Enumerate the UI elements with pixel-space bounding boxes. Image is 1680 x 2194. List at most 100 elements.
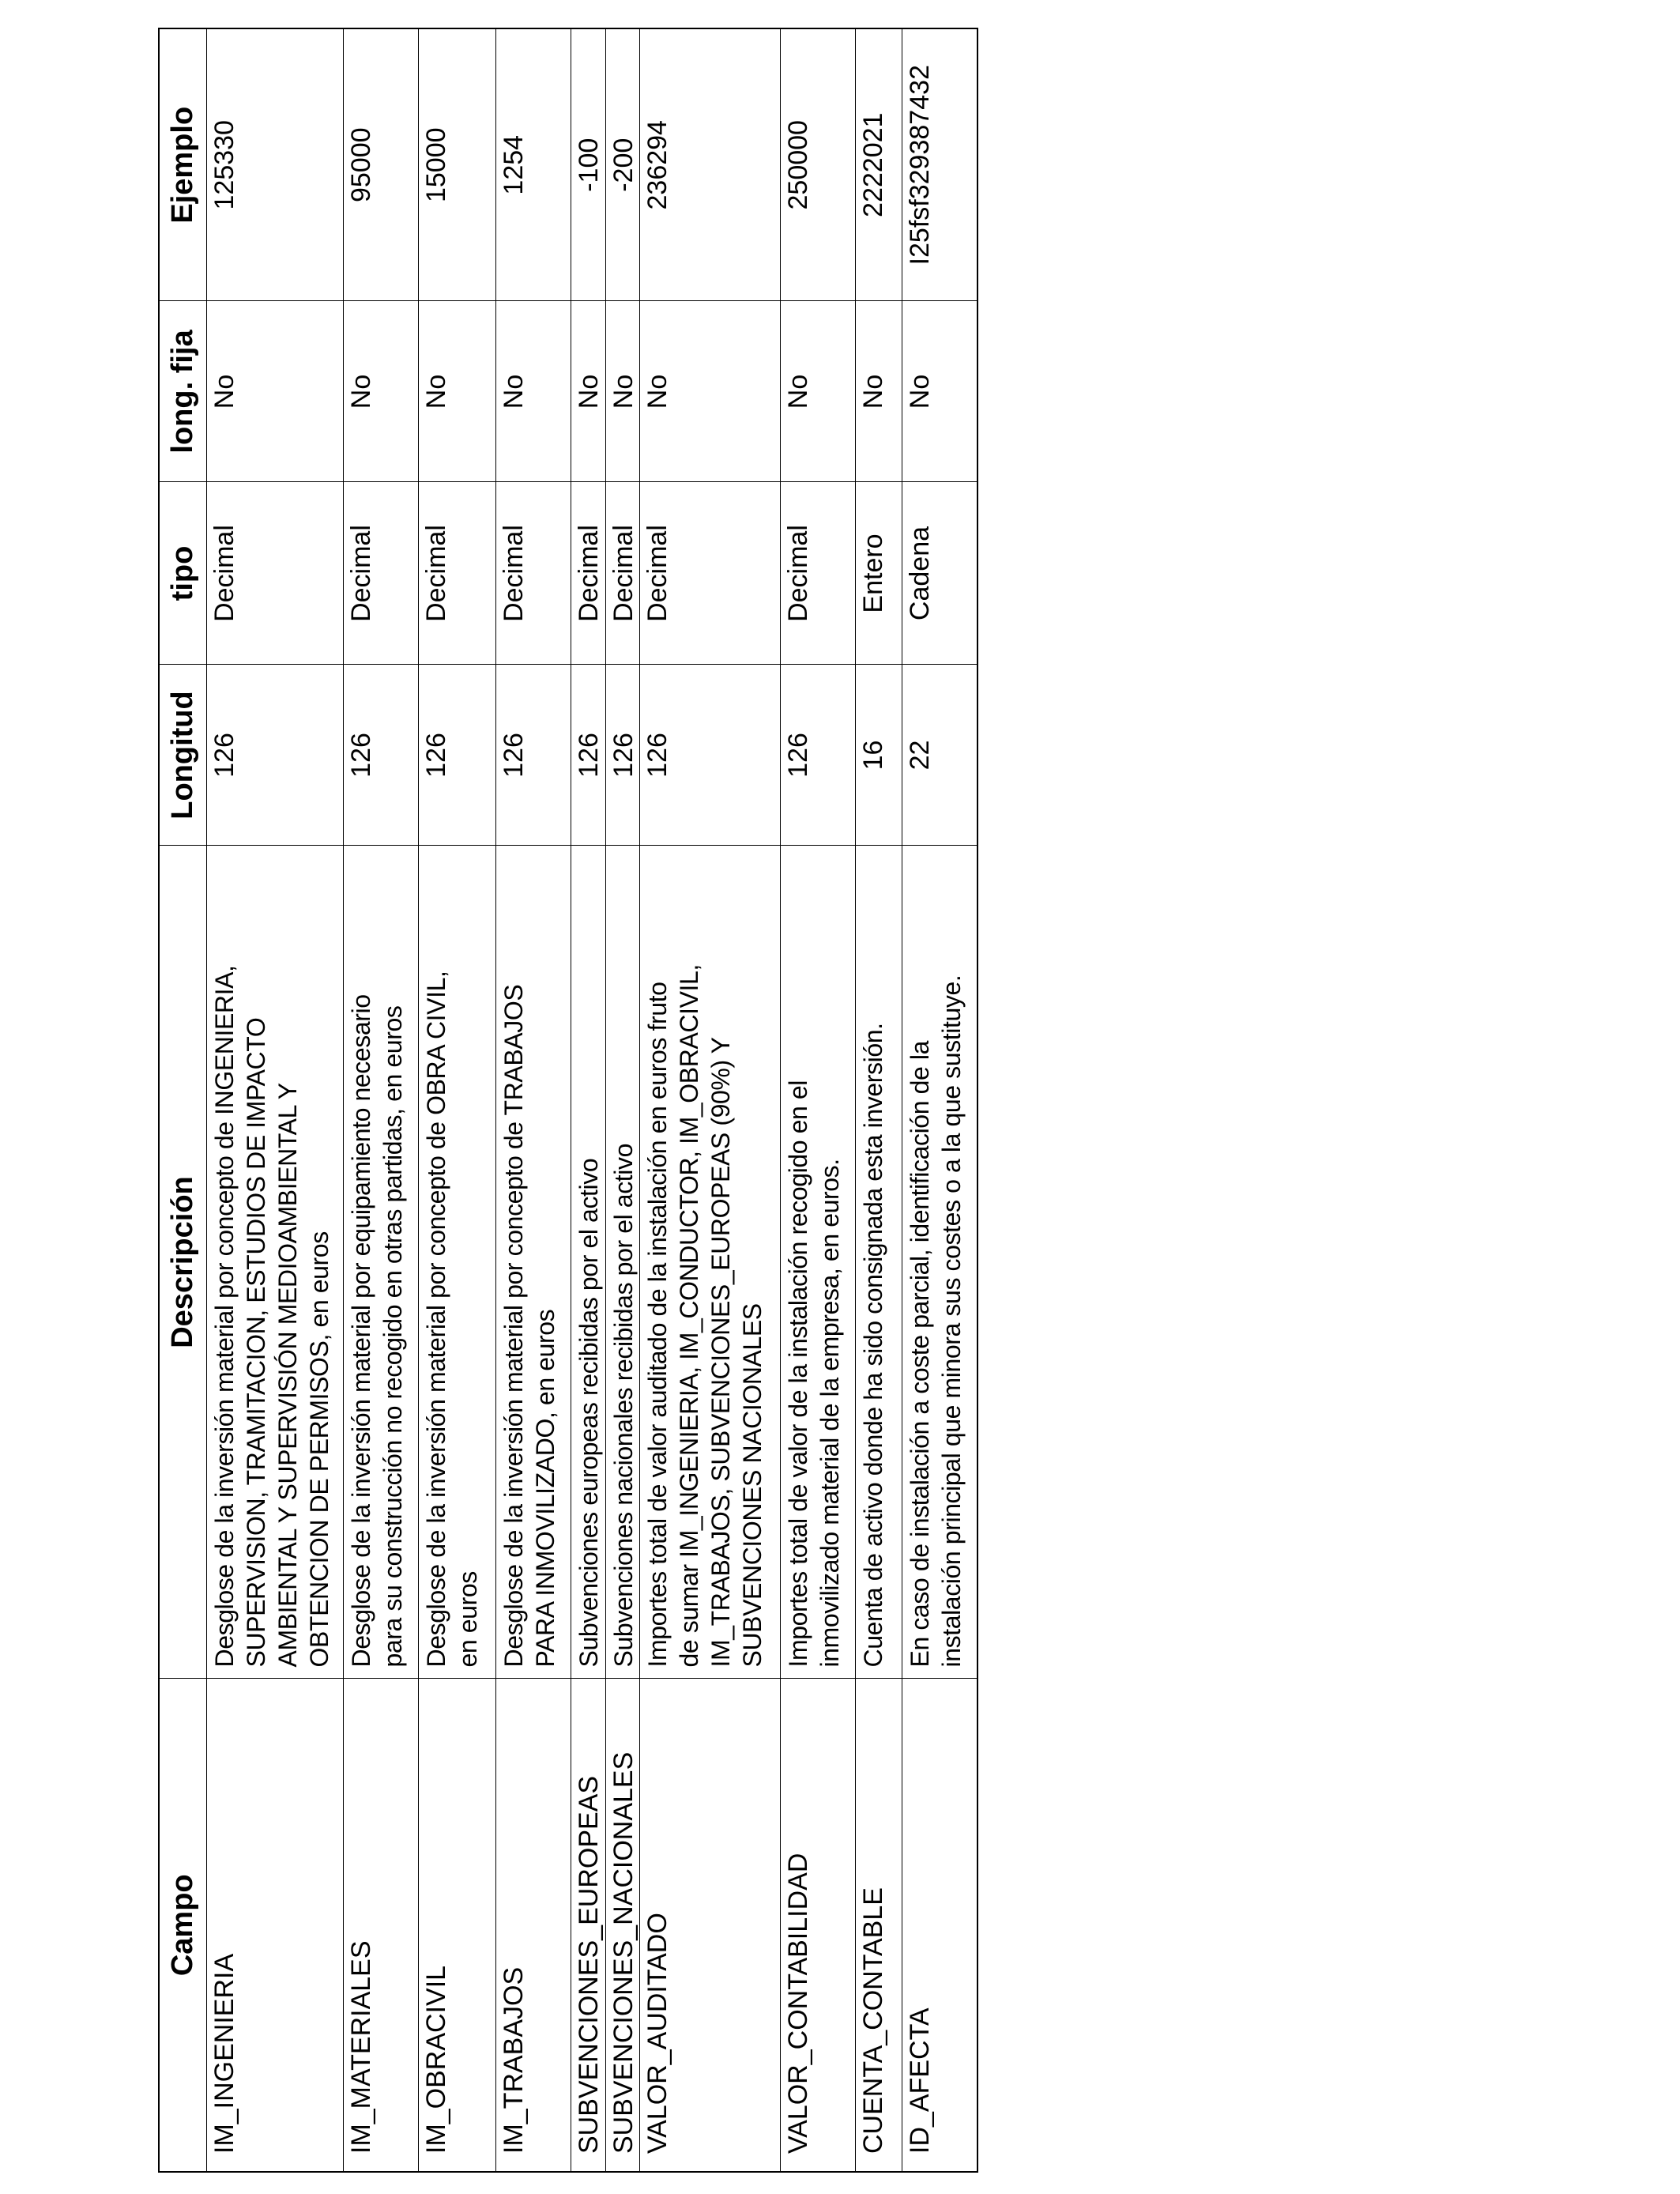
table-row: VALOR_AUDITADO Importes total de valor au… — [639, 28, 781, 2172]
cell-ejemplo: 15000 — [418, 28, 496, 301]
description-line: Desglose de la inversión material por co… — [422, 971, 450, 1668]
table-row: ID_AFECTA En caso de instalación a coste … — [902, 28, 977, 2172]
cell-campo: IM_INGENIERIA — [206, 1679, 344, 2172]
cell-campo: VALOR_AUDITADO — [639, 1679, 781, 2172]
header-row: Campo Descripción Longitud tipo long. fi… — [159, 28, 207, 2172]
cell-tipo: Decimal — [605, 482, 640, 665]
cell-ejemplo: -200 — [605, 28, 640, 301]
cell-longitud: 126 — [418, 665, 496, 846]
table-row: SUBVENCIONES_NACIONALES Subvenciones naci… — [605, 28, 640, 2172]
description-line: inmovilizado material de la empresa, en … — [816, 1159, 844, 1668]
cell-ejemplo: 1254 — [495, 28, 571, 301]
header-ejemplo: Ejemplo — [159, 28, 207, 301]
cell-descripcion: Desglose de la inversión material por co… — [206, 846, 344, 1679]
cell-ejemplo: I25fsf329387432 — [902, 28, 977, 301]
cell-long-fija: No — [343, 301, 419, 482]
cell-ejemplo: 250000 — [780, 28, 856, 301]
cell-tipo: Decimal — [639, 482, 781, 665]
table-row: IM_INGENIERIA Desglose de la inversión ma… — [206, 28, 344, 2172]
table-row: IM_TRABAJOS Desglose de la inversión mate… — [495, 28, 571, 2172]
cell-long-fija: No — [418, 301, 496, 482]
cell-long-fija: No — [605, 301, 640, 482]
cell-tipo: Cadena — [902, 482, 977, 665]
description-line: Importes total de valor auditado de la i… — [643, 982, 672, 1668]
description-line: Desglose de la inversión material por co… — [210, 965, 239, 1668]
cell-tipo: Entero — [855, 482, 902, 665]
cell-descripcion: Subvenciones europeas recibidas por el a… — [571, 846, 606, 1679]
cell-campo: SUBVENCIONES_NACIONALES — [605, 1679, 640, 2172]
cell-longitud: 126 — [605, 665, 640, 846]
cell-longitud: 126 — [780, 665, 856, 846]
cell-ejemplo: 2222021 — [855, 28, 902, 301]
description-line: SUBVENCIONES NACIONALES — [738, 1303, 767, 1668]
cell-longitud: 126 — [343, 665, 419, 846]
cell-longitud: 126 — [206, 665, 344, 846]
cell-descripcion: Cuenta de activo donde ha sido consignad… — [855, 846, 902, 1679]
cell-ejemplo: -100 — [571, 28, 606, 301]
cell-tipo: Decimal — [343, 482, 419, 665]
table-row: VALOR_CONTABILIDAD Importes total de valo… — [780, 28, 856, 2172]
description-line: IM_TRABAJOS, SUBVENCIONES_EUROPEAS (90%)… — [706, 1037, 735, 1668]
cell-descripcion: En caso de instalación a coste parcial, … — [902, 846, 977, 1679]
cell-long-fija: No — [571, 301, 606, 482]
description-line: Desglose de la inversión material por eq… — [347, 994, 375, 1668]
cell-campo: ID_AFECTA — [902, 1679, 977, 2172]
header-long-fija: long. fija — [159, 301, 207, 482]
cell-longitud: 126 — [639, 665, 781, 846]
fields-table: Campo Descripción Longitud tipo long. fi… — [158, 28, 978, 2173]
description-line: Subvenciones nacionales recibidas por el… — [609, 1144, 638, 1668]
description-line: Cuenta de activo donde ha sido consignad… — [859, 1023, 887, 1668]
header-descripcion: Descripción — [159, 846, 207, 1679]
cell-long-fija: No — [495, 301, 571, 482]
cell-ejemplo: 95000 — [343, 28, 419, 301]
description-line: en euros — [454, 1571, 482, 1668]
description-line: PARA INMOVILIZADO, en euros — [531, 1309, 559, 1668]
description-line: OBTENCION DE PERMISOS, en euros — [305, 1231, 333, 1668]
cell-longitud: 16 — [855, 665, 902, 846]
cell-campo: CUENTA_CONTABLE — [855, 1679, 902, 2172]
table-row: SUBVENCIONES_EUROPEAS Subvenciones europe… — [571, 28, 606, 2172]
table-row: IM_MATERIALES Desglose de la inversión ma… — [343, 28, 419, 2172]
description-line: Desglose de la inversión material por co… — [499, 984, 528, 1668]
cell-ejemplo: 125330 — [206, 28, 344, 301]
cell-campo: VALOR_CONTABILIDAD — [780, 1679, 856, 2172]
cell-descripcion: Desglose de la inversión material por co… — [495, 846, 571, 1679]
description-line: SUPERVISION, TRAMITACION, ESTUDIOS DE IM… — [242, 1017, 270, 1668]
header-longitud: Longitud — [159, 665, 207, 846]
cell-long-fija: No — [206, 301, 344, 482]
description-line: Importes total de valor de la instalació… — [784, 1080, 812, 1668]
cell-ejemplo: 236294 — [639, 28, 781, 301]
cell-descripcion: Importes total de valor auditado de la i… — [639, 846, 781, 1679]
description-line: instalación principal que minora sus cos… — [937, 974, 966, 1668]
cell-campo: IM_MATERIALES — [343, 1679, 419, 2172]
cell-longitud: 126 — [495, 665, 571, 846]
cell-campo: IM_TRABAJOS — [495, 1679, 571, 2172]
cell-tipo: Decimal — [418, 482, 496, 665]
cell-tipo: Decimal — [780, 482, 856, 665]
table-row: IM_OBRACIVIL Desglose de la inversión mat… — [418, 28, 496, 2172]
header-tipo: tipo — [159, 482, 207, 665]
cell-descripcion: Subvenciones nacionales recibidas por el… — [605, 846, 640, 1679]
cell-tipo: Decimal — [571, 482, 606, 665]
cell-long-fija: No — [639, 301, 781, 482]
description-line: AMBIENTAL Y SUPERVISIÓN MEDIOAMBIENTAL Y — [273, 1083, 302, 1668]
cell-campo: IM_OBRACIVIL — [418, 1679, 496, 2172]
cell-longitud: 126 — [571, 665, 606, 846]
description-line: para su construcción no recogido en otra… — [379, 1005, 407, 1668]
table-row: CUENTA_CONTABLE Cuenta de activo donde ha… — [855, 28, 902, 2172]
rotated-page: Campo Descripción Longitud tipo long. fi… — [158, 28, 978, 2173]
cell-descripcion: Importes total de valor de la instalació… — [780, 846, 856, 1679]
header-campo: Campo — [159, 1679, 207, 2172]
cell-tipo: Decimal — [495, 482, 571, 665]
cell-descripcion: Desglose de la inversión material por co… — [418, 846, 496, 1679]
description-line: En caso de instalación a coste parcial, … — [906, 1041, 934, 1668]
cell-tipo: Decimal — [206, 482, 344, 665]
description-line: Subvenciones europeas recibidas por el a… — [574, 1158, 603, 1668]
cell-long-fija: No — [902, 301, 977, 482]
cell-campo: SUBVENCIONES_EUROPEAS — [571, 1679, 606, 2172]
cell-descripcion: Desglose de la inversión material por eq… — [343, 846, 419, 1679]
cell-long-fija: No — [780, 301, 856, 482]
cell-long-fija: No — [855, 301, 902, 482]
description-line: de sumar IM_INGENIERIA, IM_CONDUCTOR, IM… — [675, 964, 703, 1668]
cell-longitud: 22 — [902, 665, 977, 846]
